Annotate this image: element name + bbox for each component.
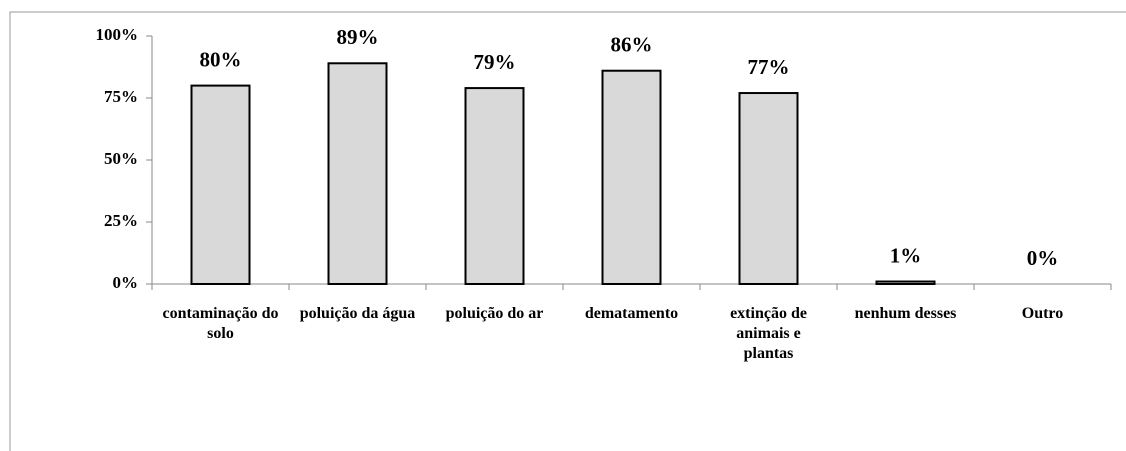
y-tick-label: 0% [113,273,139,292]
x-tick-label: Outro [1022,305,1063,322]
bar [875,280,936,285]
x-tick-label: poluição da água [300,305,416,322]
data-label: 89% [337,25,379,49]
y-tick-label: 75% [104,87,138,106]
data-label: 80% [200,47,242,71]
bar [464,87,525,285]
bar [601,69,662,285]
bar [190,84,251,285]
bar [738,92,799,286]
y-tick-label: 50% [104,149,138,168]
data-label: 79% [474,50,516,74]
bar [327,62,388,285]
data-label: 77% [748,55,790,79]
data-label: 86% [611,33,653,57]
x-tick-label: poluição do ar [446,305,544,322]
y-tick-label: 100% [96,25,139,44]
x-tick-label: extinção de animais e plantas [730,305,807,362]
data-label: 1% [890,243,922,267]
data-label: 0% [1027,246,1059,270]
x-tick-label: contaminação do solo [163,305,279,342]
x-tick-label: nenhum desses [855,305,957,322]
x-tick-label: dematamento [585,305,678,322]
y-tick-label: 25% [104,211,138,230]
chart-frame [9,11,1126,451]
